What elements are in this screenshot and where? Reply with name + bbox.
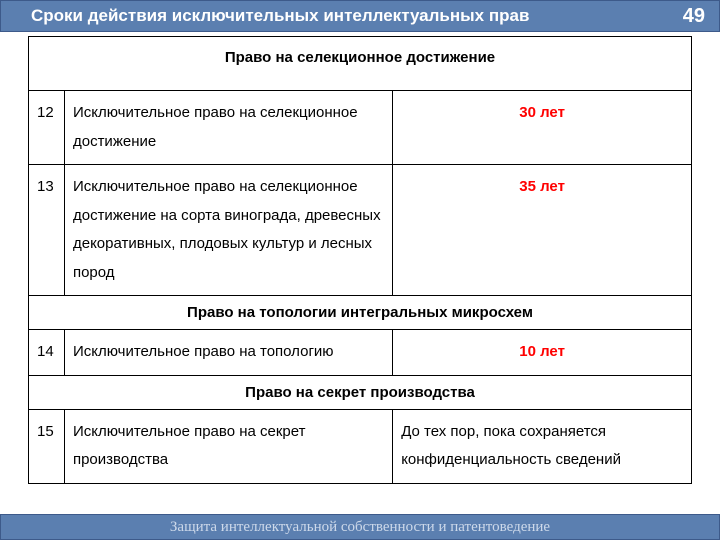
- table-row: 13 Исключительное право на селекционное …: [29, 165, 692, 296]
- row-number: 15: [29, 409, 65, 483]
- rights-table: Право на селекционное достижение 12 Искл…: [28, 36, 692, 484]
- row-description: Исключительное право на топологию: [64, 330, 392, 376]
- row-duration: До тех пор, пока сохраняется конфиденциа…: [393, 409, 692, 483]
- table-row: 12 Исключительное право на селекционное …: [29, 91, 692, 165]
- row-duration: 30 лет: [393, 91, 692, 165]
- section-row-3: Право на секрет производства: [29, 375, 692, 409]
- section-row-1: Право на селекционное достижение: [29, 37, 692, 91]
- row-number: 13: [29, 165, 65, 296]
- table-container: Право на селекционное достижение 12 Искл…: [0, 32, 720, 484]
- section-row-2: Право на топологии интегральных микросхе…: [29, 296, 692, 330]
- row-number: 12: [29, 91, 65, 165]
- footer-bar: Защита интеллектуальной собственности и …: [0, 514, 720, 540]
- page-number: 49: [683, 5, 705, 28]
- row-description: Исключительное право на селекционное дос…: [64, 165, 392, 296]
- header-bar: Сроки действия исключительных интеллекту…: [0, 0, 720, 32]
- row-duration: 10 лет: [393, 330, 692, 376]
- page-title: Сроки действия исключительных интеллекту…: [31, 6, 529, 26]
- table-row: 14 Исключительное право на топологию 10 …: [29, 330, 692, 376]
- row-description: Исключительное право на секрет производс…: [64, 409, 392, 483]
- row-duration: 35 лет: [393, 165, 692, 296]
- row-description: Исключительное право на селекционное дос…: [64, 91, 392, 165]
- row-number: 14: [29, 330, 65, 376]
- section-header: Право на топологии интегральных микросхе…: [29, 296, 692, 330]
- footer-text: Защита интеллектуальной собственности и …: [170, 519, 550, 536]
- section-header: Право на селекционное достижение: [29, 37, 692, 91]
- section-header: Право на секрет производства: [29, 375, 692, 409]
- table-row: 15 Исключительное право на секрет произв…: [29, 409, 692, 483]
